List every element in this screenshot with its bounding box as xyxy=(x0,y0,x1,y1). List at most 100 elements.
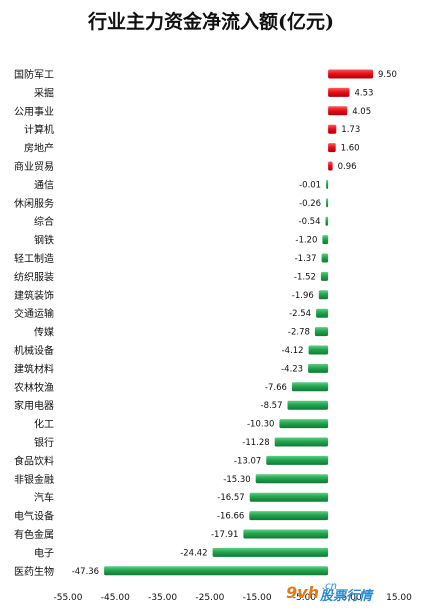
value-label: 4.05 xyxy=(352,107,371,117)
value-label: 9.50 xyxy=(378,70,397,80)
watermark: 9vh .cn 股票行情 xyxy=(286,581,374,604)
value-label: 4.53 xyxy=(355,88,374,98)
bar xyxy=(287,400,328,410)
bar xyxy=(255,474,328,484)
value-label: -4.23 xyxy=(281,364,303,374)
bar xyxy=(243,529,329,539)
watermark-brand: 9vh xyxy=(286,583,319,602)
value-label: -2.78 xyxy=(288,328,310,338)
category-label: 钢铁 xyxy=(34,234,54,247)
value-label: -7.66 xyxy=(265,383,287,393)
bar xyxy=(328,143,336,153)
category-label: 农林牧渔 xyxy=(14,381,54,394)
category-label: 食品饮料 xyxy=(14,454,54,467)
value-label: -47.36 xyxy=(72,567,99,577)
value-label: -10.30 xyxy=(247,420,274,430)
value-label: -16.57 xyxy=(217,493,244,503)
category-label: 银行 xyxy=(34,436,54,449)
value-label: -1.20 xyxy=(295,236,317,246)
x-tick-label: -35.00 xyxy=(148,593,177,603)
category-label: 房地产 xyxy=(24,142,54,155)
bar xyxy=(326,179,329,189)
category-label: 综合 xyxy=(34,215,54,228)
value-label: 1.73 xyxy=(341,125,360,135)
category-label: 休闲服务 xyxy=(14,197,54,210)
value-label: -0.01 xyxy=(299,180,321,190)
category-label: 非银金融 xyxy=(14,473,54,486)
category-label: 交通运输 xyxy=(14,307,54,320)
category-label: 计算机 xyxy=(24,123,54,136)
value-label: -4.12 xyxy=(282,346,304,356)
value-label: -13.07 xyxy=(234,456,261,466)
value-label: -17.91 xyxy=(211,530,238,540)
value-label: -8.57 xyxy=(261,401,283,411)
x-tick-label: 5.00 xyxy=(342,593,362,603)
category-label: 建筑材料 xyxy=(14,362,54,375)
category-label: 有色金属 xyxy=(14,528,54,541)
value-label: -1.96 xyxy=(292,291,314,301)
value-label: 1.60 xyxy=(341,144,360,154)
bar xyxy=(314,327,328,337)
bar xyxy=(328,69,373,79)
x-tick-label: -45.00 xyxy=(101,593,130,603)
bar xyxy=(274,437,328,447)
value-label: 0.96 xyxy=(338,162,357,172)
bar xyxy=(249,511,329,521)
bar xyxy=(328,87,350,97)
bar xyxy=(316,308,329,318)
watermark-domain: .cn xyxy=(322,581,337,592)
bar xyxy=(326,198,329,208)
value-label: -0.54 xyxy=(299,217,321,227)
bar xyxy=(249,492,329,502)
category-label: 采掘 xyxy=(34,86,54,99)
x-tick-label: -5.00 xyxy=(293,593,317,603)
value-label: -16.66 xyxy=(217,512,244,522)
x-axis-ticks: -55.00 -45.00 -35.00 -25.00 -15.00 -5.00 5.00 1… xyxy=(53,593,412,603)
chart-title: 行业主力资金净流入额(亿元) xyxy=(87,10,334,33)
bar xyxy=(322,235,329,245)
category-label: 国防军工 xyxy=(14,68,54,81)
category-label: 商业贸易 xyxy=(14,160,54,173)
bar xyxy=(328,106,348,116)
bar xyxy=(325,216,329,226)
bar xyxy=(279,419,329,429)
category-label: 传媒 xyxy=(34,327,54,339)
bar xyxy=(328,161,333,171)
category-label: 医药生物 xyxy=(14,565,54,578)
category-label: 建筑装饰 xyxy=(14,289,54,302)
bar xyxy=(328,124,337,134)
category-label: 电子 xyxy=(34,546,54,559)
bar xyxy=(104,566,328,576)
x-tick-label: -55.00 xyxy=(53,593,82,603)
bar xyxy=(318,290,329,300)
value-label: -11.28 xyxy=(242,438,269,448)
category-label: 机械设备 xyxy=(14,344,54,357)
bar xyxy=(308,363,329,373)
bar xyxy=(321,253,329,263)
category-label: 公用事业 xyxy=(14,105,54,118)
category-label: 通信 xyxy=(34,179,54,191)
x-tick-label: -15.00 xyxy=(243,593,272,603)
value-label: -2.54 xyxy=(289,309,311,319)
bar xyxy=(266,455,329,465)
category-label: 汽车 xyxy=(34,491,54,504)
bar xyxy=(212,547,329,557)
category-label: 纺织服装 xyxy=(14,270,54,283)
category-label: 轻工制造 xyxy=(14,252,54,265)
value-label: -15.30 xyxy=(223,475,250,485)
value-label: -24.42 xyxy=(180,548,207,558)
value-label: -1.37 xyxy=(295,254,317,264)
category-label: 家用电器 xyxy=(14,399,54,412)
category-label: 电气设备 xyxy=(14,510,54,523)
x-tick-label: 15.00 xyxy=(386,593,412,603)
value-label: -1.52 xyxy=(294,272,316,282)
watermark-name: 股票行情 xyxy=(319,588,374,604)
bars-layer: 国防军工 9.50 采掘 4.53 公用事业 4.05 计算机 1.73 房地产 1.60 商业贸易… xyxy=(14,68,397,578)
category-label: 化工 xyxy=(34,418,54,431)
bar xyxy=(308,345,329,355)
x-tick-label: -25.00 xyxy=(195,593,224,603)
value-label: -0.26 xyxy=(299,199,321,209)
bar xyxy=(291,382,329,392)
bar xyxy=(320,271,329,281)
